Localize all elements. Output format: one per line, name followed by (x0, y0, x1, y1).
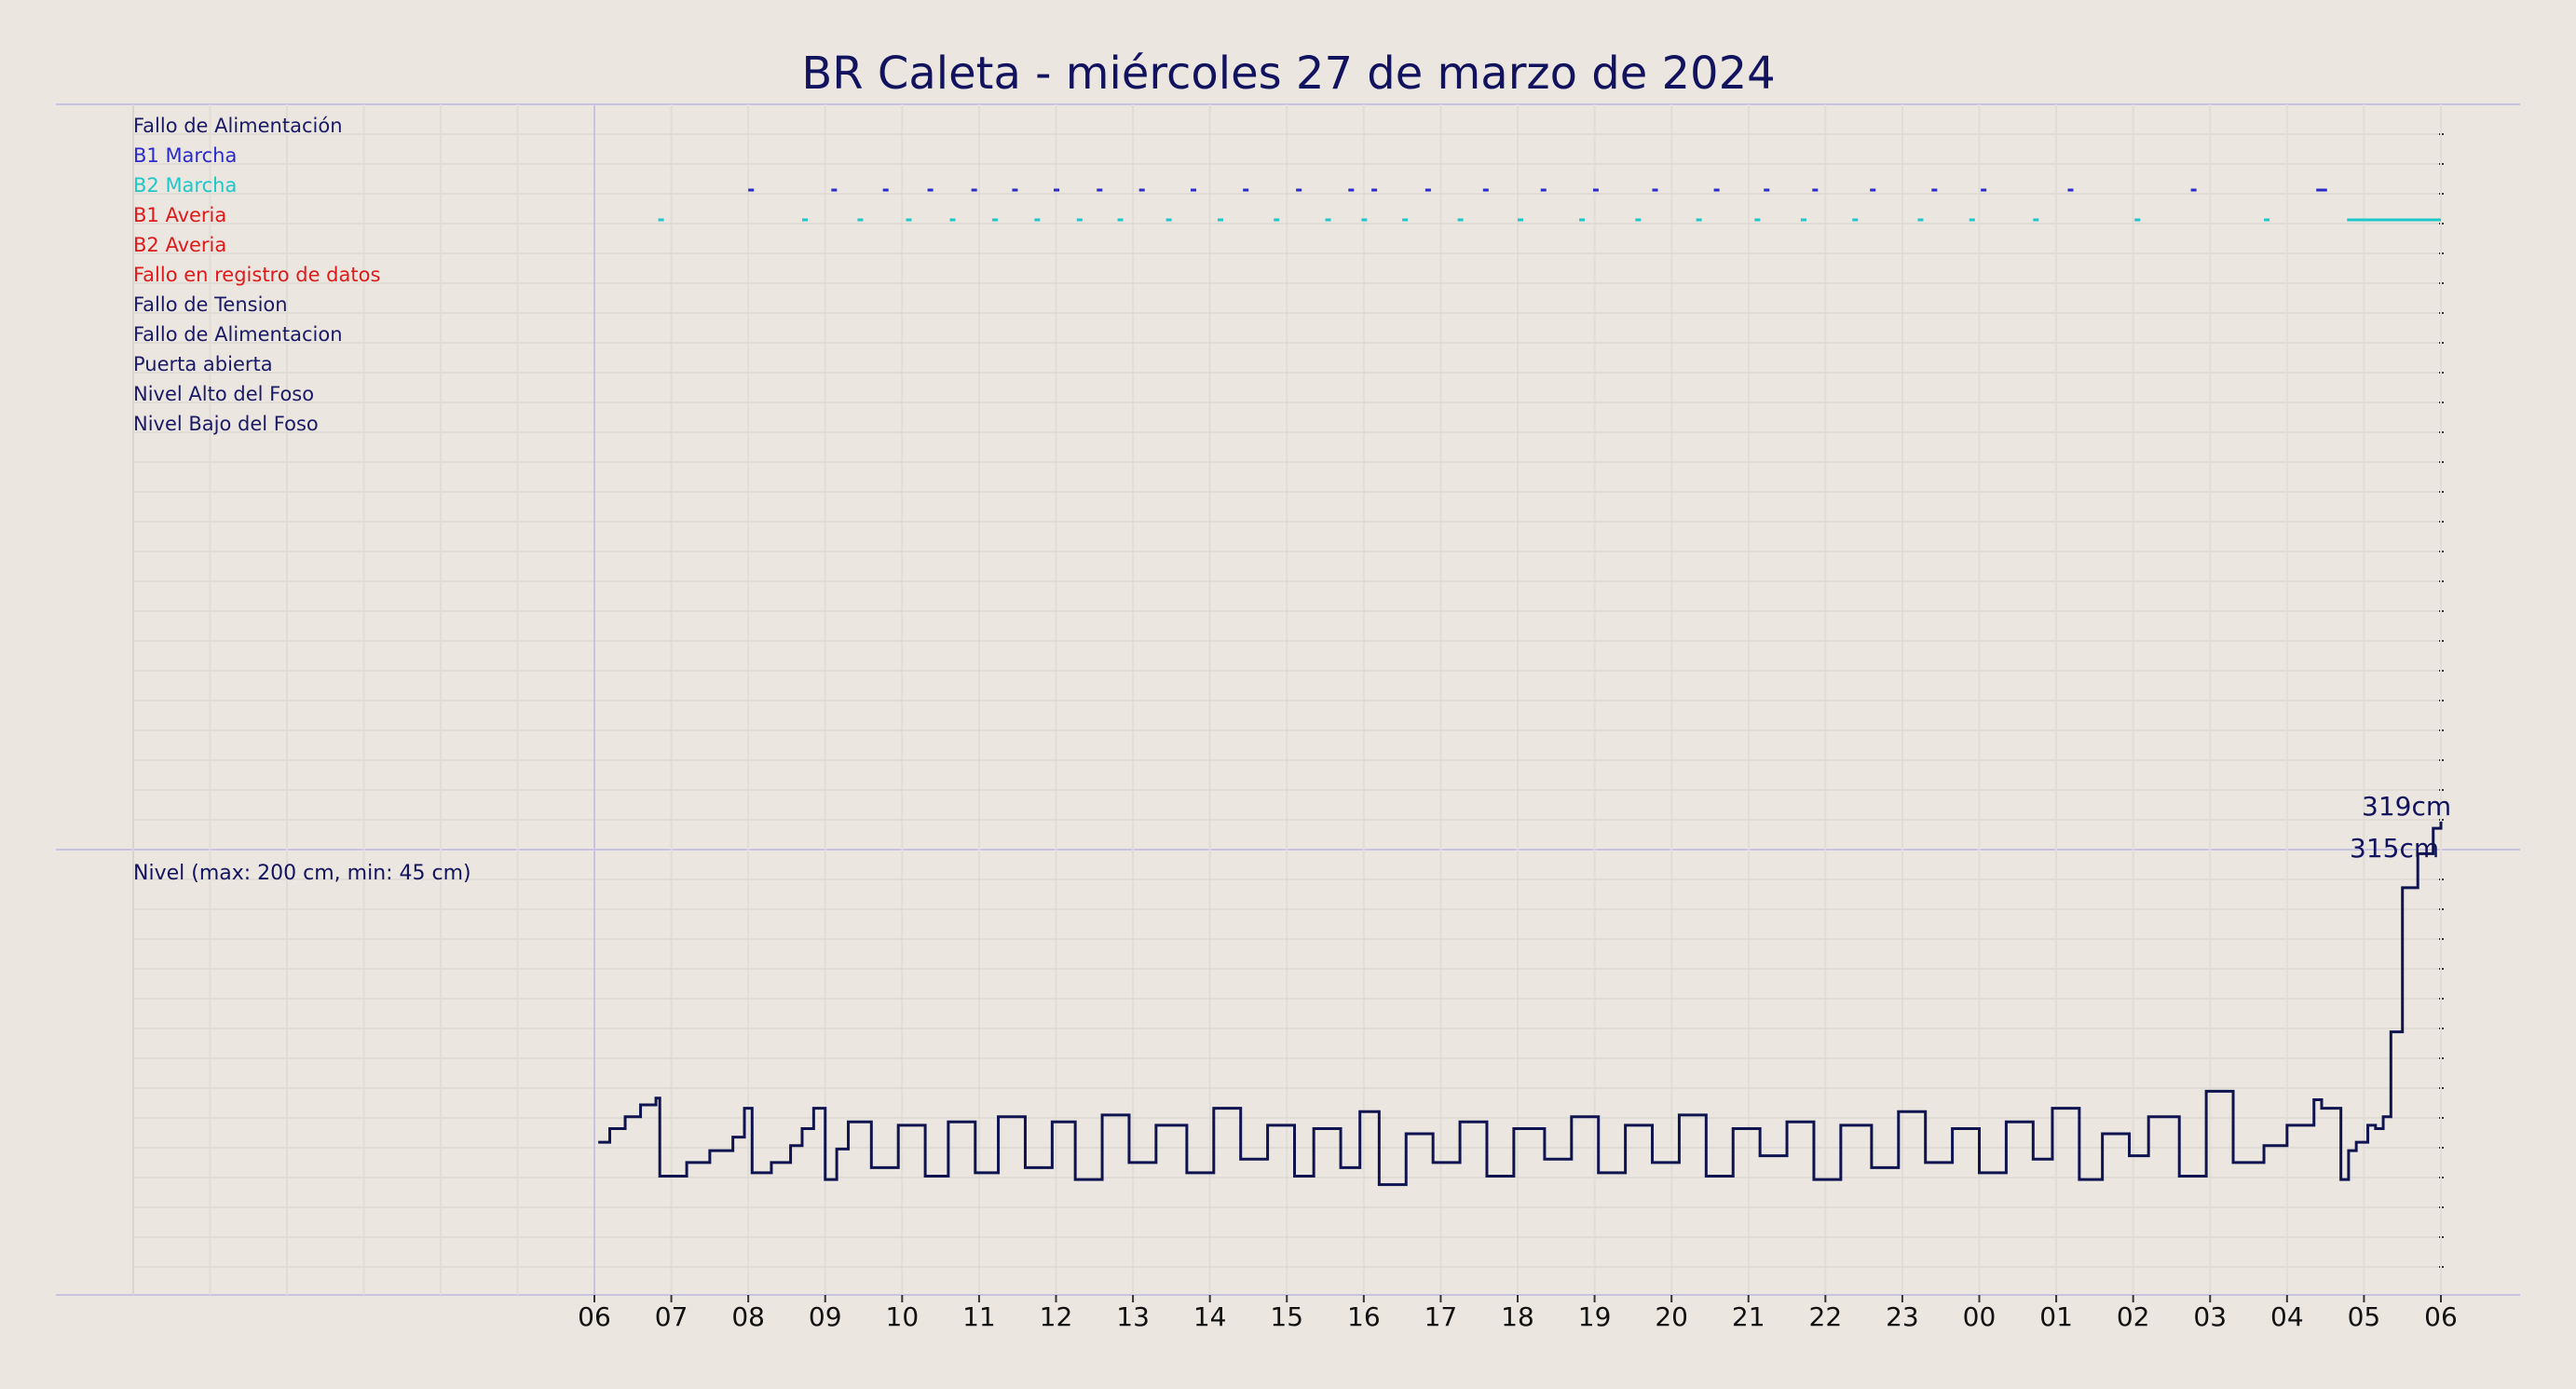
signal-label: Fallo de Tension (133, 293, 288, 316)
signal-label: B2 Averia (133, 234, 226, 256)
x-tick-label: 21 (1732, 1301, 1765, 1332)
x-tick-label: 03 (2193, 1301, 2227, 1332)
x-tick-label: 22 (1809, 1301, 1843, 1332)
signal-label: Nivel Alto del Foso (133, 383, 314, 405)
x-tick-label: 10 (886, 1301, 920, 1332)
x-tick-label: 16 (1347, 1301, 1381, 1332)
signal-label: Puerta abierta (133, 353, 273, 375)
level-line (598, 821, 2443, 1187)
x-tick-label: 11 (962, 1301, 996, 1332)
x-tick-label: 12 (1040, 1301, 1073, 1332)
x-tick-label: 17 (1424, 1301, 1458, 1332)
x-tick-label: 04 (2270, 1301, 2304, 1332)
level-label: Nivel (max: 200 cm, min: 45 cm) (133, 862, 471, 885)
x-tick-label: 15 (1270, 1301, 1303, 1332)
x-tick-label: 07 (655, 1301, 688, 1332)
x-tick-label: 20 (1655, 1301, 1688, 1332)
max-annotation: 319cm (2362, 791, 2451, 822)
grid (56, 103, 2520, 1296)
x-tick-label: 08 (731, 1301, 765, 1332)
x-tick-label: 19 (1578, 1301, 1612, 1332)
x-tick-label: 02 (2117, 1301, 2150, 1332)
signal-label: B1 Averia (133, 204, 226, 226)
x-tick-label: 06 (2424, 1301, 2458, 1332)
x-tick-label: 01 (2039, 1301, 2073, 1332)
x-tick-label: 14 (1193, 1301, 1227, 1332)
x-axis: 06 07 08 09 10 11 12 13 14 15 16 17 18 19 20 21 22 23 00 01… (578, 1295, 2458, 1332)
signal-label: B2 Marcha (133, 174, 237, 197)
last-annotation: 315cm (2350, 833, 2439, 864)
x-tick-label: 13 (1116, 1301, 1150, 1332)
x-tick-label: 06 (578, 1301, 611, 1332)
signal-timeline: Fallo de Alimentación B1 Marcha B2 Marcha B… (133, 115, 2441, 435)
x-tick-label: 00 (1963, 1301, 1997, 1332)
signal-label: Nivel Bajo del Foso (133, 413, 319, 435)
x-tick-label: 09 (809, 1301, 842, 1332)
level-panel: Nivel (max: 200 cm, min: 45 cm) 319cm 31… (133, 791, 2451, 1187)
chart-title: BR Caleta - miércoles 27 de marzo de 202… (801, 48, 1775, 100)
x-tick-label: 18 (1501, 1301, 1534, 1332)
signal-label: Fallo de Alimentacion (133, 323, 343, 346)
signal-label: Fallo en registro de datos (133, 264, 380, 286)
x-tick-label: 05 (2348, 1301, 2381, 1332)
signal-label: B1 Marcha (133, 144, 237, 167)
x-tick-label: 23 (1886, 1301, 1919, 1332)
signal-label: Fallo de Alimentación (133, 115, 343, 137)
